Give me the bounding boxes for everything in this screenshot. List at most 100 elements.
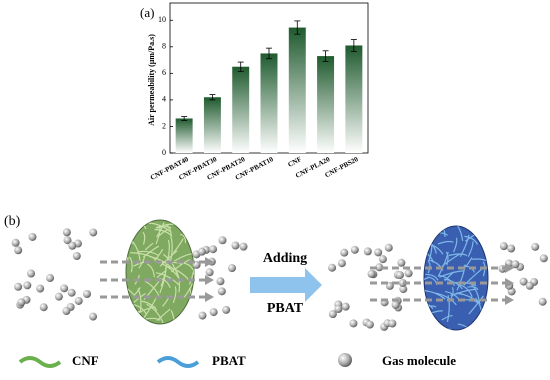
- gas-molecule: [328, 310, 337, 319]
- fiber: [471, 258, 488, 264]
- fiber: [154, 248, 164, 262]
- gas-molecule: [388, 319, 397, 328]
- fiber: [432, 226, 449, 227]
- gas-molecule: [83, 290, 92, 299]
- gas-molecule: [395, 271, 404, 280]
- gas-molecule: [399, 285, 408, 294]
- fiber: [155, 272, 180, 286]
- gas-molecule: [519, 277, 528, 286]
- bar: [232, 66, 250, 153]
- gas-molecule: [54, 292, 63, 301]
- fiber: [156, 269, 167, 279]
- gas-molecule: [205, 268, 214, 277]
- gas-molecule: [231, 241, 240, 250]
- plot: 0246810CNF-PBAT40CNF-PBAT30CNF-PBAT20CNF…: [149, 2, 369, 182]
- bar: [317, 56, 335, 153]
- y-tick-label: 2: [162, 121, 166, 130]
- fiber: [155, 222, 165, 238]
- fiber: [414, 251, 422, 258]
- flow-arrowhead: [505, 295, 514, 305]
- gas-molecule: [340, 248, 349, 257]
- fiber: [452, 237, 458, 253]
- fiber: [468, 295, 484, 315]
- gas-molecule: [539, 254, 548, 263]
- gas-molecule: [197, 247, 206, 256]
- error-bar: [322, 50, 329, 62]
- gas-molecule: [227, 264, 236, 273]
- flow-arrowhead: [205, 275, 214, 285]
- error-bar: [181, 116, 188, 121]
- fiber: [146, 303, 164, 324]
- panel-label: (a): [140, 5, 154, 20]
- flow-arrowhead: [205, 292, 214, 302]
- fiber: [172, 286, 177, 304]
- fiber: [427, 261, 431, 274]
- fiber: [141, 300, 158, 312]
- fiber: [133, 292, 146, 303]
- gas-molecule: [222, 305, 231, 314]
- fiber: [456, 264, 466, 291]
- gas-molecule: [507, 244, 516, 253]
- fiber: [170, 236, 173, 261]
- gas-molecule: [341, 302, 350, 311]
- fiber: [411, 276, 421, 279]
- fiber: [126, 280, 135, 296]
- fiber: [437, 240, 454, 245]
- bar: [345, 45, 363, 153]
- gas-molecule: [337, 259, 346, 268]
- fiber: [133, 287, 141, 297]
- error-bar: [266, 47, 272, 60]
- gas-molecule: [374, 248, 383, 257]
- fiber: [466, 226, 481, 229]
- pbat-membrane: [423, 225, 489, 331]
- fiber: [467, 241, 474, 258]
- arrow-text: PBAT: [267, 301, 304, 316]
- gas-molecule: [525, 281, 534, 290]
- gas-molecule: [89, 312, 98, 321]
- error-bar: [294, 20, 301, 35]
- fiber: [126, 220, 128, 237]
- fiber: [172, 238, 184, 254]
- arrow-text: Adding: [263, 251, 307, 266]
- flow-arrowhead: [505, 278, 514, 288]
- x-tick-label: CNF: [287, 155, 303, 169]
- cnf-icon: [18, 356, 62, 368]
- y-tick-label: 0: [162, 148, 166, 157]
- fiber: [156, 225, 172, 229]
- y-tick-label: 4: [162, 95, 166, 104]
- fiber: [470, 284, 481, 304]
- gas-molecule: [23, 281, 32, 290]
- gas-molecule: [28, 232, 37, 241]
- gas-molecule: [391, 300, 400, 309]
- gas-molecule: [89, 228, 98, 237]
- fiber: [452, 226, 464, 241]
- fiber: [464, 257, 473, 268]
- gas-molecule: [72, 251, 81, 260]
- gas-molecule: [404, 269, 413, 278]
- bar: [260, 53, 278, 154]
- fiber: [165, 223, 172, 237]
- gas-molecule: [14, 246, 23, 255]
- fiber: [424, 250, 426, 254]
- bar: [203, 97, 221, 153]
- gas-molecule: [60, 284, 69, 293]
- fiber: [146, 263, 155, 278]
- y-tick-label: 10: [158, 15, 166, 24]
- fiber: [480, 226, 488, 241]
- gas-molecule: [349, 319, 358, 328]
- y-axis-label: Air permeability (μm/Pa.s): [147, 34, 156, 126]
- error-bar: [350, 39, 357, 52]
- gas-molecule: [209, 245, 218, 254]
- gas-molecule: [67, 288, 76, 297]
- fiber: [450, 287, 454, 300]
- gas-molecule: [367, 269, 376, 278]
- fiber: [463, 268, 483, 286]
- gas-molecule: [378, 255, 387, 264]
- gas-molecule: [384, 243, 393, 252]
- fiber: [183, 283, 193, 298]
- fiber: [188, 262, 194, 285]
- fiber: [174, 253, 192, 262]
- gas-molecule: [334, 305, 343, 314]
- error-bar: [209, 94, 216, 101]
- fiber: [489, 319, 491, 332]
